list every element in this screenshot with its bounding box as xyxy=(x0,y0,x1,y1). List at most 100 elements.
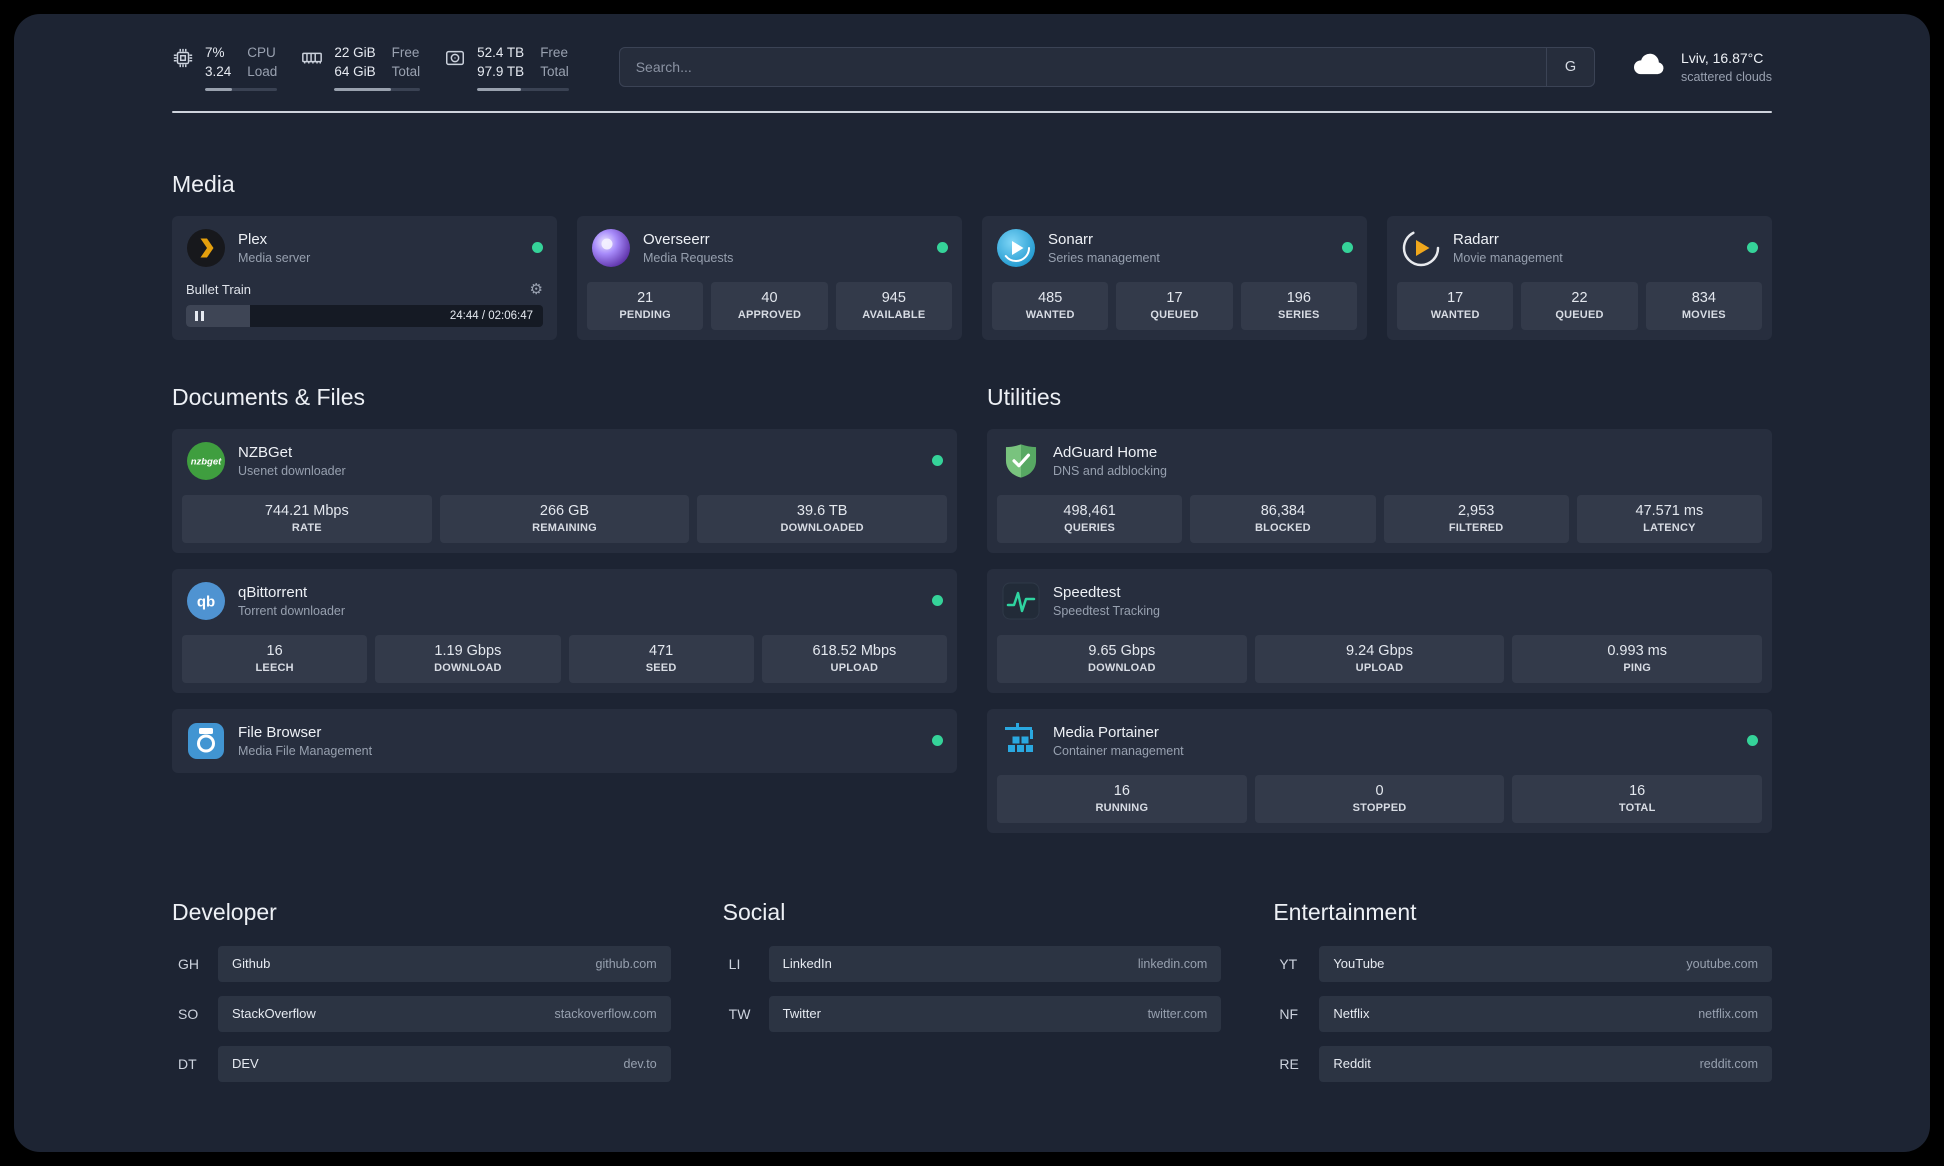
bookmark-url: linkedin.com xyxy=(1137,956,1208,971)
stat-label: LATENCY xyxy=(1643,521,1696,534)
bookmark-name: Netflix xyxy=(1333,1006,1370,1022)
service-card-qbittorrent[interactable]: qb qBittorrent Torrent downloader xyxy=(172,568,957,693)
stat-tile: 485 WANTED xyxy=(992,281,1109,330)
memory-widget: 22 GiB 64 GiB Free Total xyxy=(301,44,421,91)
search-bar: G xyxy=(618,47,1595,88)
bookmark-name: StackOverflow xyxy=(232,1006,316,1022)
playback-progress-bar[interactable]: 24:44 / 02:06:47 xyxy=(186,304,543,327)
bookmark-name: LinkedIn xyxy=(782,956,832,972)
disk-free-label: Free xyxy=(540,45,568,60)
stat-label: AVAILABLE xyxy=(862,308,926,321)
plex-now-playing: Bullet Train ⚙ 24:44 / 02:06:47 xyxy=(172,280,557,339)
search-input[interactable] xyxy=(619,48,1546,87)
service-desc: Usenet downloader xyxy=(238,463,346,478)
plex-icon xyxy=(186,228,226,268)
stat-value: 0.993 ms xyxy=(1607,642,1667,659)
bookmark-youtube[interactable]: YT YouTube youtube.com xyxy=(1273,945,1772,982)
service-card-speedtest[interactable]: Speedtest Speedtest Tracking 9.65 Gbps D… xyxy=(987,568,1772,693)
bookmark-abbr: DT xyxy=(178,1055,197,1072)
stat-label: DOWNLOAD xyxy=(434,661,502,674)
bookmark-name: Reddit xyxy=(1333,1056,1371,1072)
service-card-radarr[interactable]: Radarr Movie management 17 WANTED 22 QUE… xyxy=(1387,215,1772,340)
stat-label: REMAINING xyxy=(532,521,597,534)
search-provider-button[interactable]: G xyxy=(1545,48,1594,87)
stat-value: 485 xyxy=(1038,289,1063,306)
dashboard: 7% 3.24 CPU Load xyxy=(14,14,1930,1152)
bookmark-name: Github xyxy=(232,956,271,972)
memory-total-label: Total xyxy=(391,63,421,79)
stat-value: 16 xyxy=(1629,782,1646,799)
sonarr-icon xyxy=(996,228,1036,268)
stat-tile: 21 PENDING xyxy=(587,281,704,330)
disk-icon xyxy=(444,47,466,74)
bookmark-abbr: GH xyxy=(178,955,199,972)
stat-tile: 9.65 Gbps DOWNLOAD xyxy=(997,634,1247,683)
bookmark-name: Twitter xyxy=(782,1006,821,1022)
service-card-sonarr[interactable]: Sonarr Series management 485 WANTED 17 Q… xyxy=(982,215,1367,340)
section-title-developer: Developer xyxy=(172,898,277,925)
stat-tile: 2,953 FILTERED xyxy=(1383,494,1569,543)
service-card-portainer[interactable]: Media Portainer Container management 16 … xyxy=(987,708,1772,833)
service-desc: Series management xyxy=(1048,250,1160,265)
bookmark-name: YouTube xyxy=(1333,956,1385,972)
service-name: Overseerr xyxy=(643,230,710,248)
stat-value: 86,384 xyxy=(1260,502,1306,519)
weather-location: Lviv, 16.87°C xyxy=(1680,50,1764,67)
stat-value: 945 xyxy=(881,289,906,306)
bookmark-dev[interactable]: DT DEV dev.to xyxy=(172,1045,671,1082)
service-name: NZBGet xyxy=(238,443,293,461)
bookmark-twitter[interactable]: TW Twitter twitter.com xyxy=(723,995,1222,1032)
stat-tile: 744.21 Mbps RATE xyxy=(182,494,432,543)
section-title-social: Social xyxy=(722,898,786,925)
stat-label: RUNNING xyxy=(1095,801,1149,814)
bookmark-group-social: Social LI LinkedIn linkedin.com TW Twitt… xyxy=(723,899,1222,1082)
stat-label: STOPPED xyxy=(1352,801,1407,814)
stat-value: 17 xyxy=(1447,289,1464,306)
stat-tile: 17 WANTED xyxy=(1397,281,1514,330)
bookmark-url: reddit.com xyxy=(1699,1056,1758,1071)
bookmark-url: youtube.com xyxy=(1686,956,1758,971)
stat-label: TOTAL xyxy=(1618,801,1656,814)
bookmark-reddit[interactable]: RE Reddit reddit.com xyxy=(1273,1045,1772,1082)
bookmark-stackoverflow[interactable]: SO StackOverflow stackoverflow.com xyxy=(172,995,671,1032)
status-dot xyxy=(932,595,943,607)
memory-progress-bar xyxy=(334,87,421,91)
service-card-overseerr[interactable]: Overseerr Media Requests 21 PENDING 40 A… xyxy=(577,215,962,340)
stat-tile: 22 QUEUED xyxy=(1521,281,1638,330)
bookmark-group-developer: Developer GH Github github.com SO StackO… xyxy=(172,899,671,1082)
stat-tile: 196 SERIES xyxy=(1240,281,1357,330)
stat-label: UPLOAD xyxy=(830,661,879,674)
bookmark-url: dev.to xyxy=(623,1056,657,1071)
pause-icon[interactable] xyxy=(195,310,204,321)
disk-progress-bar xyxy=(477,87,569,91)
service-card-plex[interactable]: Plex Media server Bullet Train ⚙ xyxy=(172,215,557,340)
stat-tile: 16 RUNNING xyxy=(997,774,1247,823)
bookmark-linkedin[interactable]: LI LinkedIn linkedin.com xyxy=(723,945,1222,982)
service-card-adguard[interactable]: AdGuard Home DNS and adblocking 498,461 … xyxy=(987,428,1772,553)
qbittorrent-logo-text: qb xyxy=(197,593,215,610)
section-utilities: Utilities xyxy=(987,384,1772,833)
service-card-filebrowser[interactable]: File Browser Media File Management xyxy=(172,708,957,773)
service-card-nzbget[interactable]: nzbget NZBGet Usenet downloader 74 xyxy=(172,428,957,553)
stat-tile: 0.993 ms PING xyxy=(1512,634,1763,683)
disk-free-value: 52.4 TB xyxy=(477,45,525,60)
status-dot xyxy=(932,735,943,747)
bookmark-abbr: LI xyxy=(728,955,741,972)
service-desc: DNS and adblocking xyxy=(1053,463,1167,478)
bookmark-github[interactable]: GH Github github.com xyxy=(172,945,671,982)
section-title-media: Media xyxy=(172,170,235,197)
service-desc: Movie management xyxy=(1453,250,1563,265)
stat-tile: 9.24 Gbps UPLOAD xyxy=(1254,634,1505,683)
nzbget-icon: nzbget xyxy=(186,441,226,481)
bookmark-abbr: TW xyxy=(728,1005,751,1022)
section-media: Media Plex Media server xyxy=(172,171,1772,340)
status-dot xyxy=(532,242,543,254)
section-title-documents: Documents & Files xyxy=(172,383,366,410)
bookmark-netflix[interactable]: NF Netflix netflix.com xyxy=(1273,995,1772,1032)
disk-widget: 52.4 TB 97.9 TB Free Total xyxy=(444,44,569,91)
stat-value: 17 xyxy=(1166,289,1183,306)
stat-tile: 498,461 QUERIES xyxy=(997,494,1183,543)
adguard-icon xyxy=(1001,441,1041,481)
memory-total-value: 64 GiB xyxy=(334,63,376,79)
gear-icon[interactable]: ⚙ xyxy=(529,280,543,298)
